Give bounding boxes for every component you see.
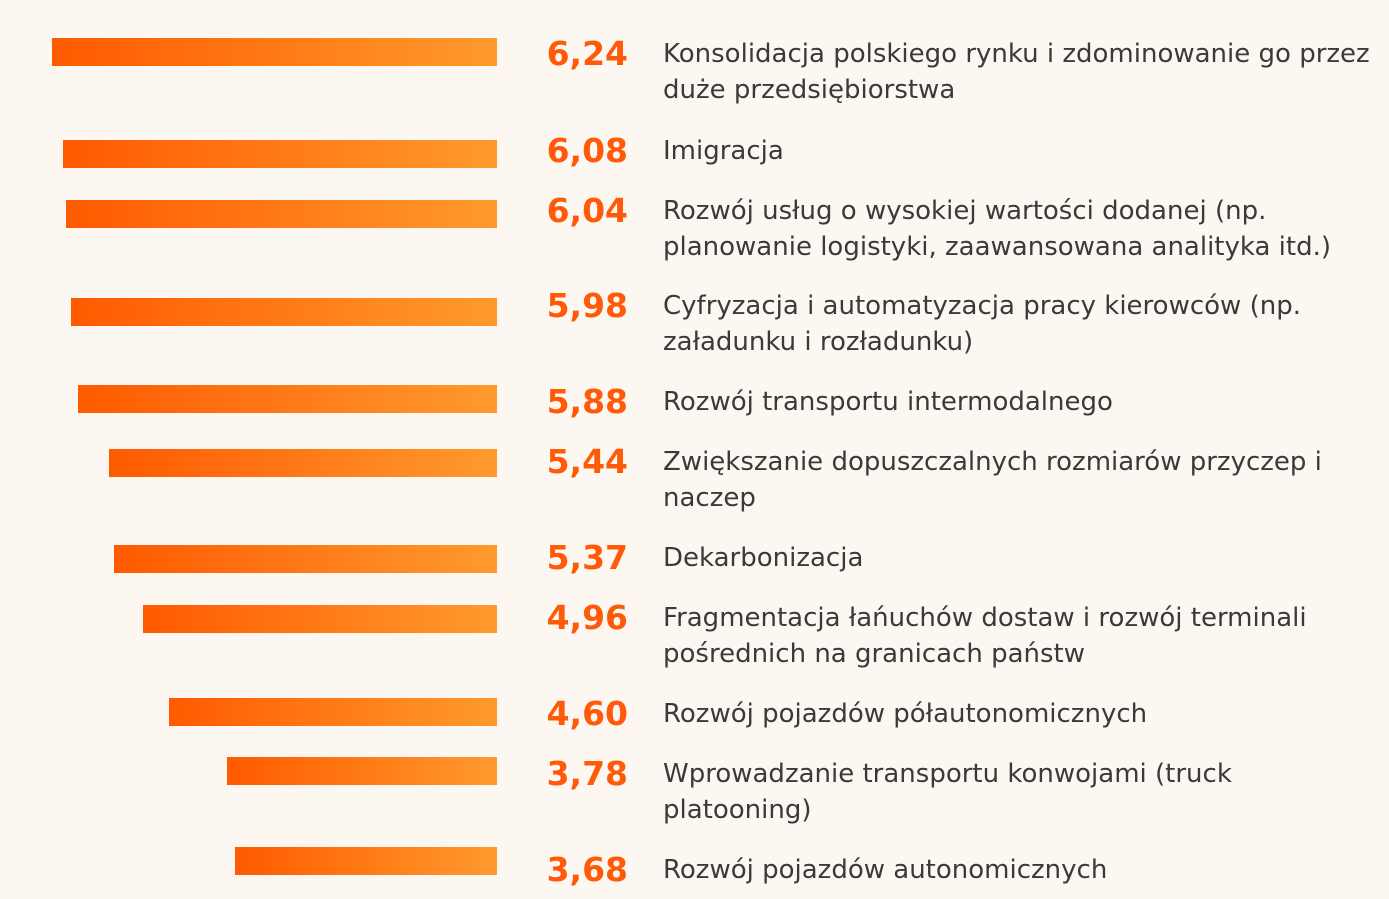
category-label-3: Rozwój usług o wysokiej wartości dodanej… — [663, 196, 1332, 262]
bar-7 — [114, 545, 497, 573]
bar-3 — [66, 200, 497, 228]
category-label-6: Zwiększanie dopuszczalnych rozmiarów prz… — [663, 447, 1322, 513]
bar-5 — [77, 385, 497, 413]
bar-8 — [143, 605, 497, 633]
value-label-3: 6,04 — [546, 191, 628, 230]
bar-1 — [52, 38, 497, 66]
category-label-11: Rozwój pojazdów autonomicznych — [663, 855, 1108, 885]
category-label-7: Dekarbonizacja — [663, 543, 864, 573]
value-label-7: 5,37 — [546, 538, 628, 577]
value-label-1: 6,24 — [546, 34, 628, 73]
category-label-10: Wprowadzanie transportu konwojami (truck… — [663, 759, 1232, 825]
category-label-1: Konsolidacja polskiego rynku i zdominowa… — [663, 39, 1370, 105]
category-label-2: Imigracja — [663, 136, 784, 166]
value-label-10: 3,78 — [546, 754, 628, 793]
bar-4 — [70, 298, 497, 326]
bar-6 — [109, 449, 497, 477]
category-label-9: Rozwój pojazdów półautonomicznych — [663, 699, 1148, 729]
bar-11 — [234, 847, 497, 875]
bar-10 — [227, 757, 497, 785]
bar-2 — [63, 140, 497, 168]
value-label-4: 5,98 — [546, 286, 628, 325]
value-label-5: 5,88 — [546, 382, 628, 421]
value-label-8: 4,96 — [546, 598, 628, 637]
category-label-8: Fragmentacja łańuchów dostaw i rozwój te… — [663, 603, 1307, 669]
value-label-9: 4,60 — [546, 694, 628, 733]
category-label-4: Cyfryzacja i automatyzacja pracy kierowc… — [663, 291, 1301, 357]
value-label-6: 5,44 — [546, 442, 628, 481]
value-label-11: 3,68 — [546, 850, 628, 889]
category-label-5: Rozwój transportu intermodalnego — [663, 387, 1113, 417]
value-label-2: 6,08 — [546, 131, 628, 170]
bar-9 — [168, 698, 497, 726]
